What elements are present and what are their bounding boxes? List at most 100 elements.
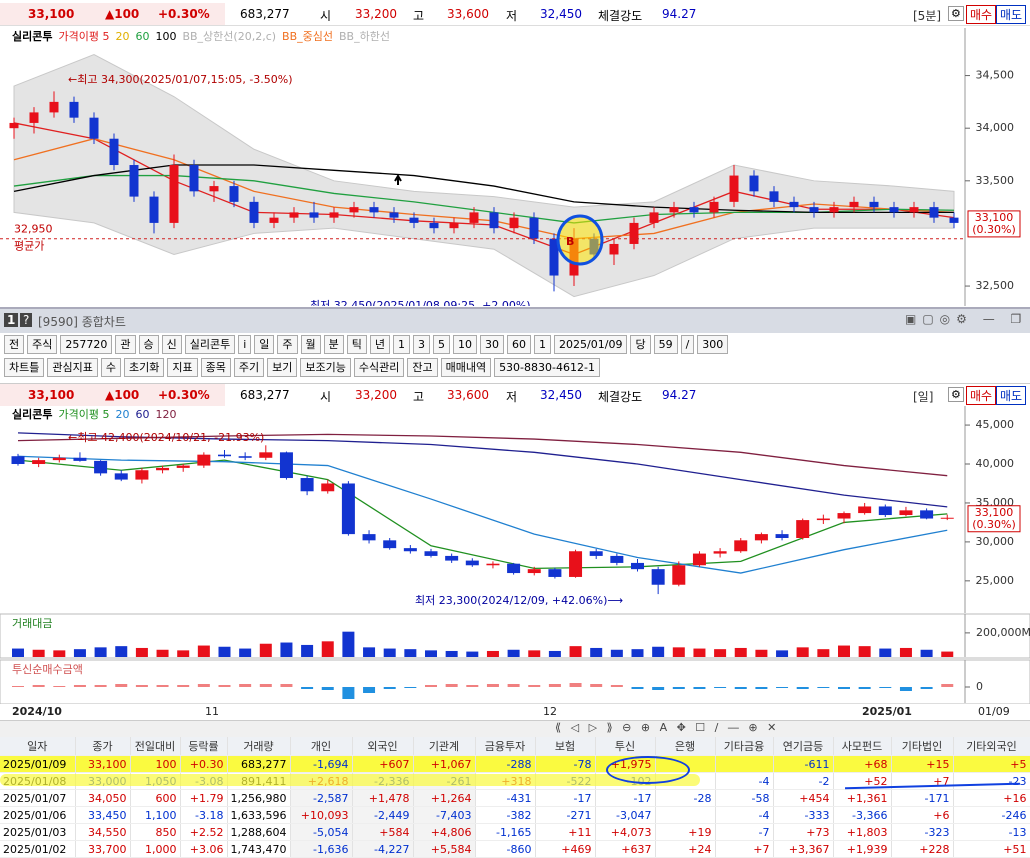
table-row[interactable]: 2025/01/02 33,700 1,000 +3.06 1,743,470 -1,63… bbox=[0, 840, 1030, 858]
buy-button[interactable]: 매수 bbox=[966, 5, 997, 24]
toolbar-item[interactable]: 초기화 bbox=[123, 357, 165, 377]
toolbar-item[interactable]: 주 bbox=[277, 334, 298, 354]
toolbar-item[interactable]: 수식관리 bbox=[353, 357, 405, 377]
toolbar-item[interactable]: 년 bbox=[369, 334, 391, 354]
toolbar-item[interactable]: 주기 bbox=[233, 357, 265, 377]
bar bbox=[259, 643, 272, 657]
candle-body bbox=[218, 454, 231, 457]
toolbar-item[interactable]: 수 bbox=[100, 357, 121, 377]
toolbar-item[interactable]: 당 bbox=[630, 334, 651, 354]
moving-average bbox=[13, 164, 954, 214]
quote-change: ▲100 bbox=[105, 388, 140, 402]
settings[interactable]: ⚙ bbox=[948, 387, 964, 402]
toolbar-item[interactable]: 530-8830-4612-1 bbox=[494, 357, 600, 377]
table-cell: 33,450 bbox=[75, 806, 131, 824]
candle-body bbox=[507, 563, 521, 574]
toolbar-item[interactable]: 1 bbox=[534, 334, 552, 354]
quote-high-label: 고 bbox=[413, 390, 425, 404]
toolbar-item[interactable]: 전 bbox=[4, 334, 25, 354]
help[interactable]: ? bbox=[20, 313, 33, 327]
toolbar-item[interactable]: 종목 bbox=[200, 357, 231, 377]
table-cell: +3,367 bbox=[773, 840, 834, 858]
bar bbox=[73, 685, 86, 687]
buy-button[interactable]: 매수 bbox=[966, 386, 997, 405]
legend-item: BB_상한선(20,2,c) bbox=[182, 30, 276, 43]
bar bbox=[94, 685, 107, 687]
bar bbox=[652, 646, 665, 657]
column-header: 보험 bbox=[535, 737, 596, 756]
candle-body bbox=[89, 117, 99, 139]
quote-low: 32,450 bbox=[540, 7, 582, 21]
toolbar-item[interactable]: 보조기능 bbox=[300, 357, 351, 377]
scrollbar[interactable]: ⟪ ◁ ▷ ⟫ ⊖ ⊕ A ✥ ☐ ∕ ― ⊕ ✕ bbox=[0, 720, 1030, 737]
table-cell: +469 bbox=[535, 840, 596, 858]
table-row[interactable]: 2025/01/09 33,100 100 +0.30 683,277 -1,694 +60… bbox=[0, 755, 1030, 773]
candle-body bbox=[49, 101, 59, 113]
window-controls[interactable]: ▣▢◎⚙ — ❐ ✕ bbox=[905, 312, 1030, 326]
toolbar-item[interactable]: 실리콘투 bbox=[184, 334, 236, 354]
table-cell: +24 bbox=[655, 840, 716, 858]
sell-button[interactable]: 매도 bbox=[996, 386, 1027, 405]
bar bbox=[672, 687, 685, 689]
candle-body bbox=[229, 186, 239, 202]
candle-body bbox=[548, 569, 562, 577]
toolbar-item[interactable]: 차트틀 bbox=[4, 357, 45, 377]
toolbar-item[interactable]: 257720 bbox=[60, 334, 113, 354]
table-row[interactable]: 2025/01/06 33,450 1,100 -3.18 1,633,596 +10,0… bbox=[0, 806, 1030, 824]
toolbar-item[interactable]: 지표 bbox=[167, 357, 198, 377]
toolbar-item[interactable]: 300 bbox=[697, 334, 729, 354]
legend-item: 가격이평 5 bbox=[58, 30, 109, 43]
bar bbox=[177, 650, 190, 657]
toolbar-item[interactable]: 주식 bbox=[27, 334, 58, 354]
toolbar-item[interactable]: / bbox=[680, 334, 695, 354]
avg-price-name: 평균가 bbox=[14, 240, 44, 253]
legend-item: 60 bbox=[135, 408, 149, 421]
y-tick-label: 34,500 bbox=[976, 69, 1015, 82]
table-row[interactable]: 2025/01/03 34,550 850 +2.52 1,288,604 -5,054 +… bbox=[0, 823, 1030, 841]
candle-body bbox=[238, 456, 252, 458]
toolbar-item[interactable]: 관 bbox=[115, 334, 136, 354]
table-cell: 1,633,596 bbox=[227, 806, 291, 824]
toolbar-item[interactable]: 5 bbox=[433, 334, 451, 354]
quote-price: 33,100 bbox=[28, 388, 75, 402]
toolbar-item[interactable]: 60 bbox=[507, 334, 532, 354]
toolbar-item[interactable]: 3 bbox=[413, 334, 431, 354]
table-cell: +7 bbox=[715, 840, 774, 858]
table-cell: +5,584 bbox=[413, 840, 476, 858]
toolbar-item[interactable]: 10 bbox=[453, 334, 478, 354]
toolbar-item[interactable]: 월 bbox=[300, 334, 321, 354]
toolbar-item[interactable]: 신 bbox=[161, 334, 182, 354]
legend: 실리콘투 가격이평 5 20 60 120 bbox=[12, 407, 176, 421]
y-tick-label: 40,000 bbox=[976, 457, 1015, 470]
candle-body bbox=[52, 457, 66, 461]
toolbar-item[interactable]: 승 bbox=[138, 334, 159, 354]
settings[interactable]: ⚙ bbox=[948, 6, 964, 21]
bar bbox=[466, 685, 479, 687]
toolbar-item[interactable]: 30 bbox=[480, 334, 505, 354]
toolbar-item[interactable]: 59 bbox=[653, 334, 678, 354]
toolbar-item[interactable]: 틱 bbox=[346, 334, 367, 354]
table-cell: +16 bbox=[953, 789, 1030, 807]
table-row[interactable]: 2025/01/07 34,050 600 +1.79 1,256,980 -2,587 +… bbox=[0, 789, 1030, 807]
window-titlebar: 1 ? [9590] 종합차트 ▣▢◎⚙ — ❐ ✕ bbox=[0, 307, 1030, 333]
bar bbox=[507, 684, 520, 687]
toolbar-item[interactable]: 1 bbox=[393, 334, 411, 354]
table-cell: +607 bbox=[352, 755, 414, 773]
toolbar-item[interactable]: 분 bbox=[323, 334, 344, 354]
toolbar-item[interactable]: i bbox=[238, 334, 252, 354]
toolbar-item[interactable]: 관심지표 bbox=[47, 357, 98, 377]
toolbar-item[interactable]: 일 bbox=[254, 334, 275, 354]
column-header: 기타금융 bbox=[715, 737, 774, 756]
bar bbox=[590, 647, 603, 657]
sell-button[interactable]: 매도 bbox=[996, 5, 1027, 24]
toolbar-item[interactable]: 2025/01/09 bbox=[554, 334, 628, 354]
table-cell: -246 bbox=[953, 806, 1030, 824]
toolbar-item[interactable]: 잔고 bbox=[407, 357, 438, 377]
table-cell: -2,587 bbox=[290, 789, 353, 807]
plot: 최저 23,300(2024/12/09, +42.06%)⟶ bbox=[11, 432, 954, 607]
toolbar-item[interactable]: 매매내역 bbox=[440, 357, 492, 377]
toolbar-item[interactable]: 보기 bbox=[267, 357, 298, 377]
plot: 최저 32,450(2025/01/08,09:25, +2.00%) bbox=[9, 53, 959, 306]
table-cell: +637 bbox=[595, 840, 656, 858]
bar bbox=[941, 651, 954, 657]
